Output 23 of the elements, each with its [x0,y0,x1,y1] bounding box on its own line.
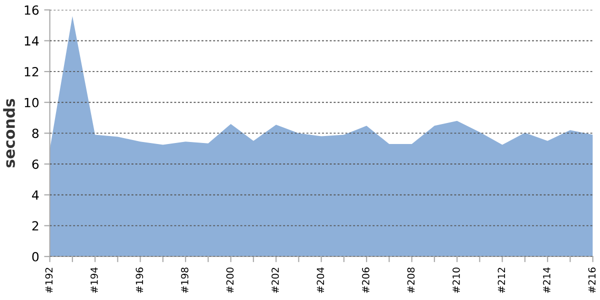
x-tick-label: #210 [452,268,460,293]
x-tick-label: #204 [316,267,324,293]
y-tick-label: 0 [32,252,39,262]
y-tick-label: 12 [24,67,38,76]
y-axis-title: seconds [3,98,15,168]
x-tick-label: #208 [407,268,415,293]
y-tick-label: 16 [24,5,39,15]
x-tick-label: #198 [181,268,188,293]
x-tick-label: #212 [498,268,505,293]
x-tick-label: #196 [136,268,144,293]
x-tick-label: #202 [272,268,279,293]
y-tick-label: 6 [32,159,39,169]
y-tick-label: 8 [32,128,39,138]
x-tick-label: #206 [362,268,370,293]
y-tick-label: 10 [24,98,39,108]
x-tick-label: #192 [45,268,53,293]
y-tick-label: 2 [32,221,38,230]
x-tick-label: #194 [90,267,98,293]
x-tick-label: #214 [543,267,550,293]
x-tick-label: #200 [226,268,234,293]
x-tick-label: #216 [588,268,596,293]
y-tick-label: 14 [24,36,39,46]
y-tick-label: 4 [32,190,39,200]
